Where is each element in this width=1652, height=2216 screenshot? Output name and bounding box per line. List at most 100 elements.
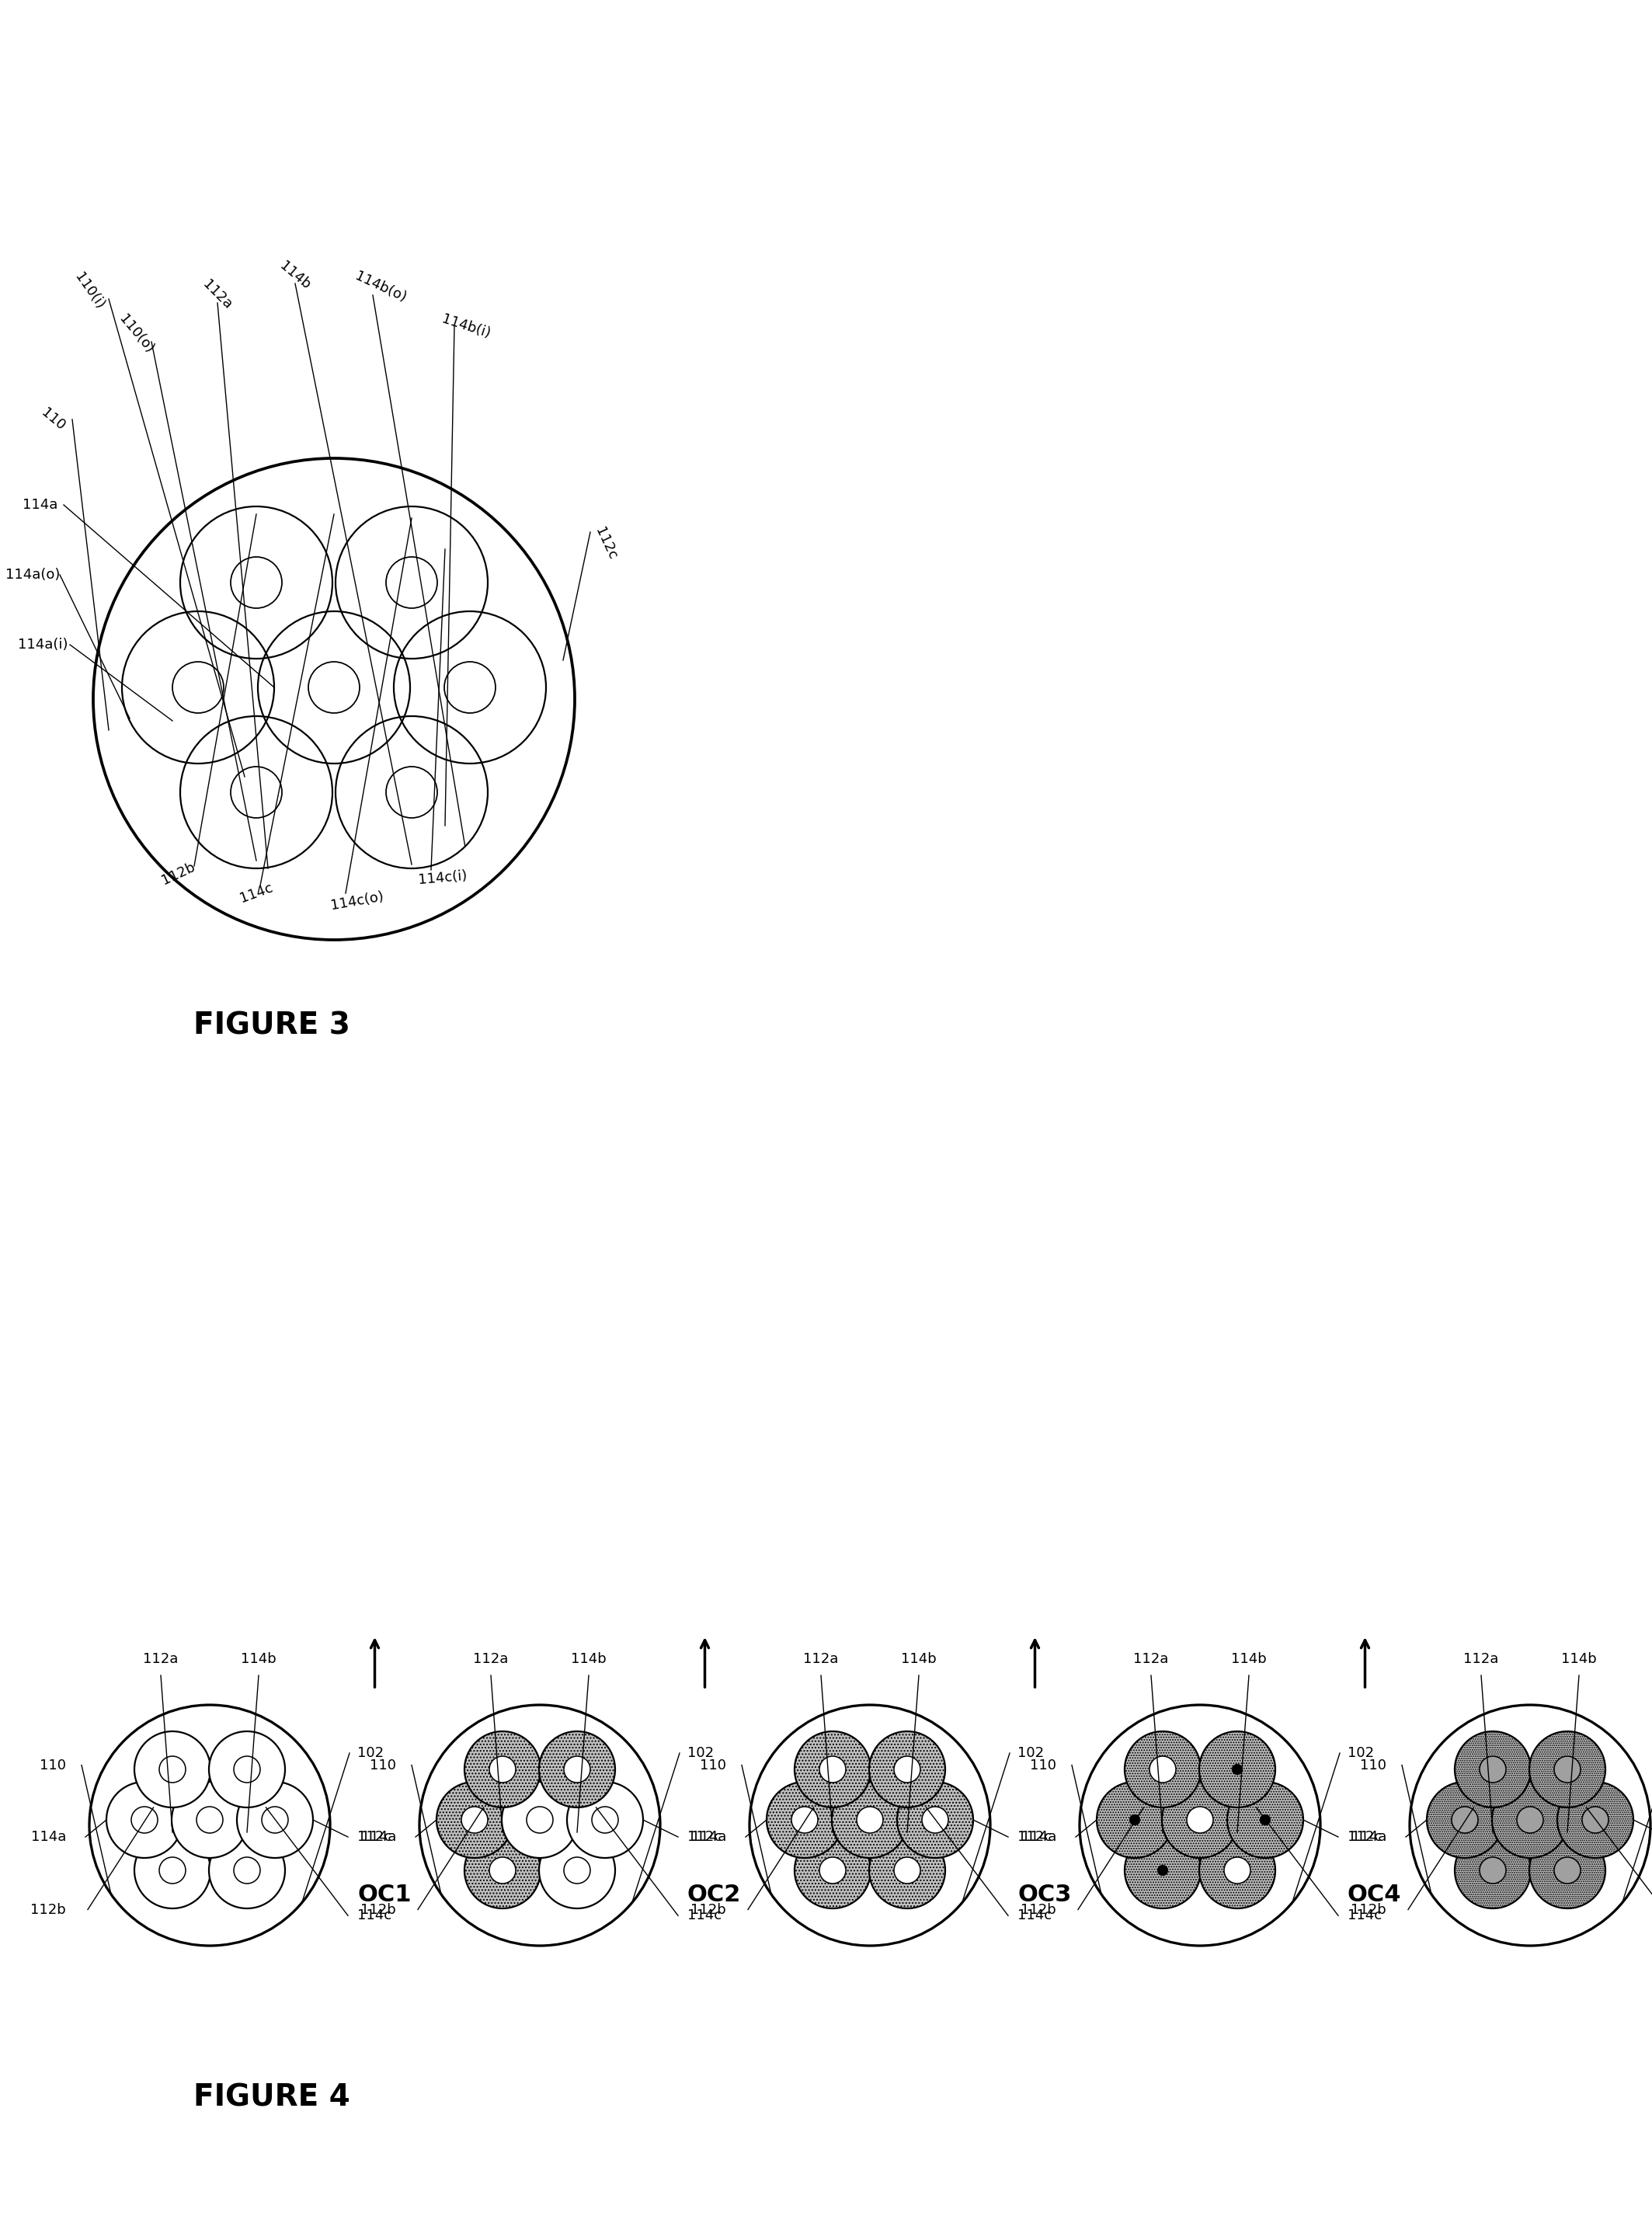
- Circle shape: [869, 1833, 945, 1908]
- Text: 112b: 112b: [30, 1904, 66, 1917]
- Circle shape: [208, 1833, 286, 1908]
- Circle shape: [539, 1833, 615, 1908]
- Text: 112b: 112b: [360, 1904, 396, 1917]
- Text: 114c: 114c: [687, 1908, 722, 1923]
- Text: 112c: 112c: [591, 525, 620, 563]
- Circle shape: [1224, 1857, 1251, 1884]
- Text: 112a: 112a: [200, 277, 235, 312]
- Text: 114a: 114a: [23, 499, 58, 512]
- Circle shape: [795, 1833, 871, 1908]
- Circle shape: [159, 1857, 185, 1884]
- Circle shape: [1080, 1704, 1320, 1946]
- Text: OC1: OC1: [357, 1884, 411, 1906]
- Circle shape: [857, 1806, 884, 1833]
- Circle shape: [527, 1806, 553, 1833]
- Circle shape: [1583, 1806, 1609, 1833]
- Circle shape: [869, 1731, 945, 1808]
- Circle shape: [1427, 1782, 1503, 1857]
- Text: OC2: OC2: [687, 1884, 742, 1906]
- Circle shape: [1125, 1833, 1201, 1908]
- Text: 112b: 112b: [160, 860, 198, 889]
- Circle shape: [235, 1857, 259, 1884]
- Text: 112c: 112c: [1348, 1830, 1381, 1844]
- Text: 112c: 112c: [1018, 1830, 1052, 1844]
- Circle shape: [236, 1782, 312, 1857]
- Circle shape: [197, 1806, 223, 1833]
- Text: FIGURE 4: FIGURE 4: [193, 2083, 350, 2112]
- Text: 114c: 114c: [357, 1908, 392, 1923]
- Text: 114a: 114a: [360, 1830, 396, 1844]
- Circle shape: [1186, 1806, 1213, 1833]
- Circle shape: [1260, 1815, 1270, 1826]
- Circle shape: [1492, 1782, 1568, 1857]
- Circle shape: [795, 1731, 871, 1808]
- Circle shape: [134, 1731, 210, 1808]
- Circle shape: [750, 1704, 990, 1946]
- Circle shape: [791, 1806, 818, 1833]
- Circle shape: [464, 1833, 540, 1908]
- Circle shape: [106, 1782, 182, 1857]
- Text: 114a(o): 114a(o): [5, 567, 59, 583]
- Circle shape: [1199, 1833, 1275, 1908]
- Text: 110: 110: [370, 1757, 396, 1773]
- Text: 110: 110: [40, 1757, 66, 1773]
- Circle shape: [1199, 1731, 1275, 1808]
- Circle shape: [502, 1782, 578, 1857]
- Circle shape: [539, 1731, 615, 1808]
- Text: 114b: 114b: [1561, 1653, 1597, 1666]
- Text: 114b: 114b: [278, 259, 314, 293]
- Text: 112c: 112c: [687, 1830, 722, 1844]
- Circle shape: [567, 1782, 643, 1857]
- Text: 114b: 114b: [1231, 1653, 1267, 1666]
- Text: 114a: 114a: [1351, 1830, 1386, 1844]
- Text: 102: 102: [357, 1746, 383, 1760]
- Circle shape: [767, 1782, 843, 1857]
- Circle shape: [420, 1704, 661, 1946]
- Text: 102: 102: [1348, 1746, 1374, 1760]
- Circle shape: [261, 1806, 287, 1833]
- Circle shape: [1158, 1866, 1168, 1875]
- Text: 110: 110: [700, 1757, 727, 1773]
- Circle shape: [922, 1806, 948, 1833]
- Text: 110: 110: [38, 406, 68, 434]
- Circle shape: [1530, 1731, 1606, 1808]
- Circle shape: [1130, 1815, 1140, 1826]
- Text: 112c: 112c: [357, 1830, 392, 1844]
- Text: 112a: 112a: [144, 1653, 178, 1666]
- Circle shape: [563, 1857, 590, 1884]
- Text: 112b: 112b: [1351, 1904, 1386, 1917]
- Text: 114a: 114a: [31, 1830, 66, 1844]
- Circle shape: [591, 1806, 618, 1833]
- Circle shape: [1232, 1764, 1242, 1775]
- Circle shape: [1555, 1857, 1581, 1884]
- Circle shape: [1455, 1731, 1531, 1808]
- Text: 114b(i): 114b(i): [439, 312, 492, 341]
- Circle shape: [464, 1731, 540, 1808]
- Circle shape: [461, 1806, 487, 1833]
- Circle shape: [1517, 1806, 1543, 1833]
- Text: 110(i): 110(i): [71, 270, 107, 312]
- Circle shape: [1097, 1782, 1173, 1857]
- Circle shape: [1480, 1857, 1507, 1884]
- Text: 114b: 114b: [900, 1653, 937, 1666]
- Text: 114a: 114a: [1021, 1830, 1056, 1844]
- Circle shape: [1227, 1782, 1303, 1857]
- Circle shape: [134, 1833, 210, 1908]
- Text: 114b: 114b: [241, 1653, 276, 1666]
- Text: 110(o): 110(o): [116, 312, 155, 357]
- Circle shape: [131, 1806, 157, 1833]
- Circle shape: [489, 1857, 515, 1884]
- Circle shape: [1558, 1782, 1634, 1857]
- Circle shape: [894, 1755, 920, 1782]
- Circle shape: [1555, 1755, 1581, 1782]
- Text: 102: 102: [687, 1746, 714, 1760]
- Text: 114a(i): 114a(i): [18, 638, 68, 652]
- Circle shape: [235, 1755, 259, 1782]
- Circle shape: [1452, 1806, 1479, 1833]
- Circle shape: [897, 1782, 973, 1857]
- Text: 110: 110: [1029, 1757, 1056, 1773]
- Text: OC3: OC3: [1018, 1884, 1072, 1906]
- Circle shape: [1455, 1833, 1531, 1908]
- Circle shape: [89, 1704, 330, 1946]
- Circle shape: [563, 1755, 590, 1782]
